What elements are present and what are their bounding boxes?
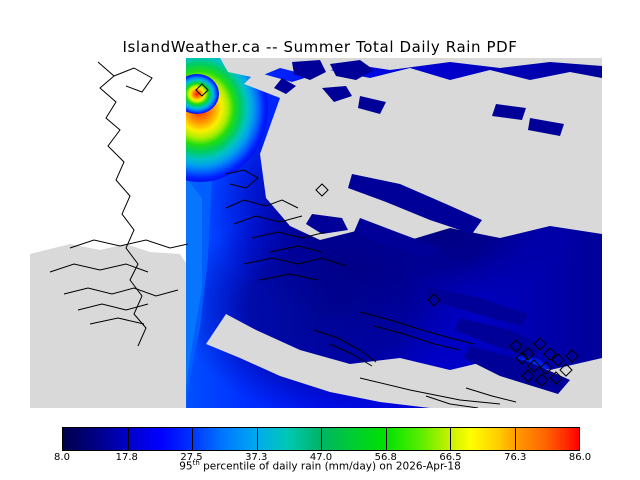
caption-percentile-number: 95: [179, 460, 193, 473]
caption-text: percentile of daily rain (mm/day) on 202…: [199, 460, 461, 473]
station-marker: [535, 373, 549, 387]
page-title: IslandWeather.ca -- Summer Total Daily R…: [122, 38, 518, 56]
station-marker: [543, 347, 557, 361]
station-marker: [509, 339, 523, 353]
colorbar-tick-8: 86.0: [568, 452, 592, 463]
colorbar-divider: [192, 428, 193, 450]
station-marker: [549, 371, 563, 385]
station-marker: [195, 83, 209, 97]
colorbar-tick-labels: 8.0 17.8 27.5 37.3 47.0 56.8 66.5 76.3 86.0: [36, 452, 606, 466]
station-marker: [515, 351, 529, 365]
station-marker: [521, 347, 535, 361]
station-marker: [533, 337, 547, 351]
station-marker: [559, 363, 573, 377]
island-south-grey: [206, 314, 602, 408]
colorbar[interactable]: 8.0 17.8 27.5 37.3 47.0 56.8 66.5 76.3 86.0: [54, 427, 591, 463]
colorbar-divider: [385, 428, 387, 450]
colorbar-gradient-frame: [62, 427, 580, 451]
colorbar-divider: [256, 428, 258, 450]
colorbar-tick-5: 56.8: [374, 452, 397, 463]
rain-field-west-margin-2: [186, 178, 202, 388]
colorbar-divider: [514, 428, 516, 450]
station-marker: [427, 293, 441, 307]
station-marker: [521, 369, 535, 383]
coastline-group: [49, 61, 517, 408]
station-marker-group[interactable]: [195, 83, 579, 387]
colorbar-divider: [321, 428, 322, 450]
station-marker: [315, 183, 329, 197]
island-central-grey: [260, 98, 602, 240]
station-marker: [551, 353, 565, 367]
colorbar-tick-2: 27.5: [180, 452, 203, 463]
colorbar-caption: 95th percentile of daily rain (mm/day) o…: [0, 459, 640, 473]
station-marker: [527, 359, 541, 373]
colorbar-tick-6: 66.5: [439, 452, 462, 463]
colorbar-tick-3: 37.3: [245, 452, 268, 463]
caption-ordinal-suffix: th: [192, 459, 200, 467]
colorbar-tick-0: 8.0: [54, 452, 70, 463]
map-canvas[interactable]: [30, 58, 602, 408]
station-marker: [565, 349, 579, 363]
colorbar-tick-7: 76.3: [504, 452, 527, 463]
colorbar-divider: [127, 428, 129, 450]
colorbar-tick-1: 17.8: [115, 452, 138, 463]
inlet-water-group: [274, 60, 570, 394]
colorbar-divider: [450, 428, 451, 450]
map-graphic: [30, 58, 602, 408]
colorbar-tick-4: 47.0: [309, 452, 333, 463]
rain-hotspot-northwest-core: [186, 74, 219, 114]
station-marker: [539, 361, 553, 375]
